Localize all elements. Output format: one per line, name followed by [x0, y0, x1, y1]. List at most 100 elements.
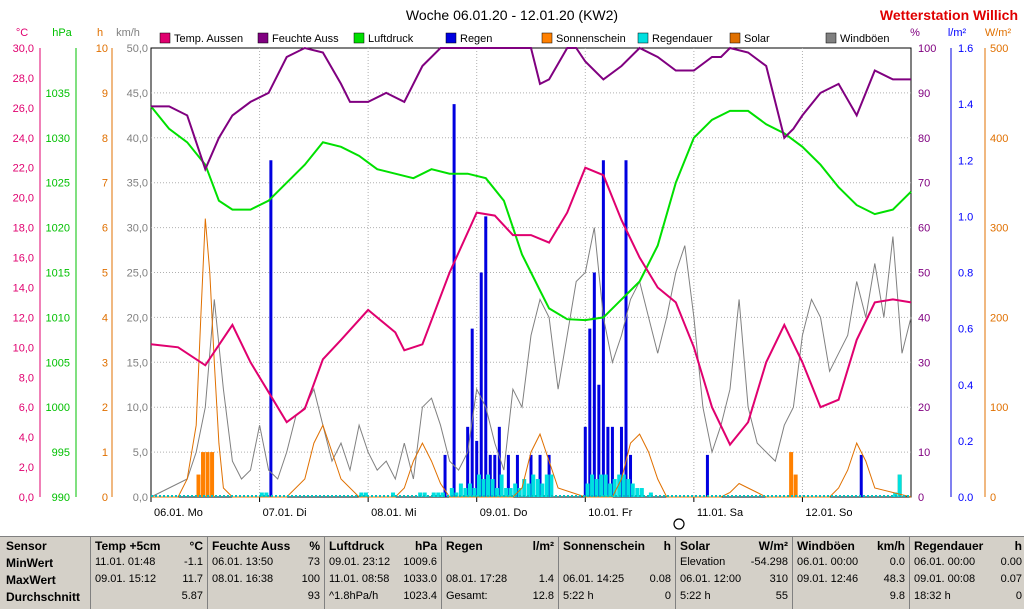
tick-label-hours: 5: [102, 268, 108, 280]
bar-regendauer: [617, 474, 622, 497]
bar-sonnenschein: [210, 452, 215, 497]
tick-label-wind: 45,0: [127, 88, 148, 100]
statistics-table: Sensor MinWert MaxWert Durchschnitt Temp +5c…: [0, 536, 1024, 609]
stats-cell-value: 0.0: [889, 556, 905, 568]
stats-cell-time: Gesamt:: [446, 590, 488, 602]
bar-regen: [470, 328, 474, 497]
bar-regendauer: [535, 479, 540, 497]
legend-label: Windböen: [840, 33, 890, 45]
bar-regendauer: [508, 488, 513, 497]
bar-regen: [597, 384, 601, 497]
x-tick-label: 10.01. Fr: [588, 507, 632, 519]
tick-label-temp: 30,0: [13, 43, 34, 55]
bar-regendauer: [522, 479, 527, 497]
tick-label-humidity: 80: [918, 133, 930, 145]
tick-label-humidity: 90: [918, 88, 930, 100]
bar-regendauer: [467, 483, 472, 497]
tick-label-rain: 0.2: [958, 436, 973, 448]
line-temp-aussen: [150, 166, 912, 447]
tick-label-humidity: 50: [918, 268, 930, 280]
bar-regen: [859, 454, 863, 497]
bar-sonnenschein: [205, 452, 210, 497]
stats-cell-time: 11.01. 01:48: [95, 556, 156, 568]
tick-label-wind: 25,0: [127, 268, 148, 280]
tick-label-temp: 22,0: [13, 163, 34, 175]
stats-cell-value: 9.8: [889, 590, 905, 602]
tick-label-humidity: 10: [918, 447, 930, 459]
legend-swatch: [353, 32, 365, 44]
x-tick-label: 11.01. Sa: [697, 507, 744, 519]
bar-regendauer: [359, 492, 364, 497]
stats-cell-time: 09.01. 12:46: [797, 573, 859, 585]
weather-chart: Woche 06.01.20 - 12.01.20 (KW2) Wettersta…: [12, 7, 1018, 530]
stats-cell-value: 0: [1015, 590, 1022, 602]
tick-label-hours: 6: [102, 223, 108, 235]
stats-column-title: Regen: [446, 539, 483, 553]
chart-title: Woche 06.01.20 - 12.01.20 (KW2): [406, 7, 618, 23]
bar-regendauer: [639, 488, 644, 497]
tick-label-temp: 14,0: [13, 282, 34, 294]
bar-regendauer: [431, 492, 436, 497]
tick-label-temp: 20,0: [13, 193, 34, 205]
tick-label-temp: 8,0: [19, 372, 34, 384]
bar-regendauer: [436, 492, 441, 497]
bar-regen: [610, 426, 614, 497]
stats-cell-value: 48.3: [883, 573, 905, 585]
line-luftdruck: [150, 105, 912, 322]
stats-cell-value: 0.00: [1000, 556, 1022, 568]
stats-cell-time: 08.01. 17:28: [446, 573, 508, 585]
bar-regen: [529, 454, 533, 497]
bar-regendauer: [486, 474, 491, 497]
bar-regendauer: [495, 488, 500, 497]
bar-regendauer: [418, 492, 423, 497]
bar-regendauer: [585, 483, 590, 497]
bar-regen: [452, 104, 456, 497]
tick-label-solar: 400: [990, 133, 1008, 145]
bar-regen: [588, 328, 592, 497]
row-label-column: Sensor MinWert MaxWert Durchschnitt: [0, 537, 90, 609]
stats-cell-time: 06.01. 14:25: [563, 573, 625, 585]
stats-cell-value: 12.8: [532, 590, 554, 602]
tick-label-temp: 26,0: [13, 103, 34, 115]
stats-cell-time: 06.01. 13:50: [212, 556, 274, 568]
bar-regendauer: [540, 483, 545, 497]
bar-regen: [466, 426, 470, 497]
tick-label-hours: 8: [102, 133, 108, 145]
tick-label-hours: 4: [102, 312, 108, 324]
legend-label: Luftdruck: [368, 33, 414, 45]
stats-cell-value: 0.07: [1000, 573, 1022, 585]
stats-cell-time: 09.01. 00:08: [914, 573, 976, 585]
tick-label-temp: 28,0: [13, 73, 34, 85]
stats-column-unit: °C: [189, 539, 203, 553]
tick-label-rain: 0.6: [958, 324, 973, 336]
line-feuchte-auss: [151, 46, 911, 172]
x-tick-label: 07.01. Di: [263, 507, 307, 519]
bar-regendauer: [476, 474, 481, 497]
bar-regendauer: [513, 483, 518, 497]
stats-cell-value: 0.08: [649, 573, 671, 585]
bar-regen: [488, 454, 492, 497]
stats-cell-value: -54.298: [750, 556, 788, 568]
bar-regendauer: [626, 479, 631, 497]
tick-label-wind: 50,0: [127, 43, 148, 55]
tick-label-solar: 200: [990, 312, 1008, 324]
tick-label-temp: 16,0: [13, 253, 34, 265]
row-label: MaxWert: [6, 573, 56, 587]
tick-label-temp: 24,0: [13, 133, 34, 145]
tick-label-pressure: 1020: [46, 223, 70, 235]
bar-regendauer: [599, 474, 604, 497]
tick-label-pressure: 990: [52, 492, 70, 504]
legend-label: Regendauer: [652, 33, 713, 45]
bar-regendauer: [264, 492, 269, 497]
bar-regendauer: [490, 479, 495, 497]
bar-regen: [547, 454, 551, 497]
stats-column-unit: h: [1014, 539, 1022, 553]
tick-label-pressure: 995: [52, 447, 70, 459]
stats-column-title: Sonnenschein: [563, 539, 646, 553]
tick-label-rain: 1.6: [958, 43, 973, 55]
bar-regendauer: [531, 474, 536, 497]
bar-regendauer: [526, 483, 531, 497]
x-tick-label: 08.01. Mi: [371, 507, 416, 519]
bar-regendauer: [612, 479, 617, 497]
